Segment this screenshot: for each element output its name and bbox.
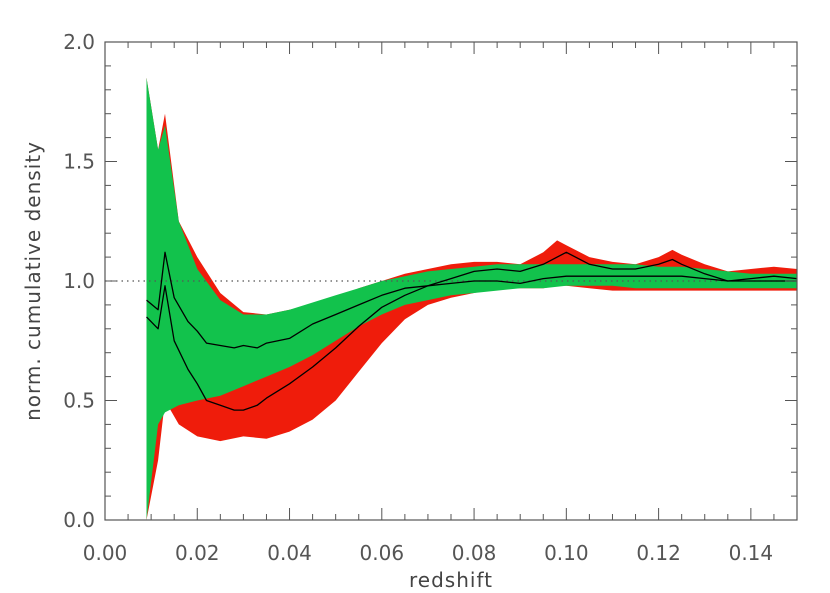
y-tick-labels: 0.0 0.5 1.0 1.5 2.0: [63, 30, 95, 532]
x-tick-label: 0.12: [636, 541, 681, 565]
x-tick-label: 0.10: [544, 541, 589, 565]
series-lines: [146, 251, 798, 411]
x-tick-label: 0.02: [175, 541, 220, 565]
y-axis-label: norm. cumulative density: [21, 141, 45, 421]
x-tick-label: 0.00: [83, 541, 128, 565]
confidence-bands: [146, 77, 797, 521]
x-tick-label: 0.06: [360, 541, 405, 565]
y-tick-label: 0.0: [63, 508, 95, 532]
x-tick-label: 0.08: [452, 541, 497, 565]
series-line-0: [146, 251, 797, 349]
axis-ticks: [104, 41, 798, 521]
series-line-1: [146, 251, 798, 411]
band-1: [146, 77, 797, 521]
y-tick-label: 1.5: [63, 150, 95, 174]
x-axis-label: redshift: [409, 568, 493, 592]
y-tick-label: 0.5: [63, 389, 95, 413]
y-tick-label: 1.0: [63, 269, 95, 293]
x-tick-labels: 0.00 0.02 0.04 0.06 0.08 0.10 0.12 0.14: [83, 541, 773, 565]
y-tick-label: 2.0: [63, 30, 95, 54]
x-tick-label: 0.04: [267, 541, 312, 565]
x-tick-label: 0.14: [729, 541, 774, 565]
band-0: [146, 77, 797, 521]
